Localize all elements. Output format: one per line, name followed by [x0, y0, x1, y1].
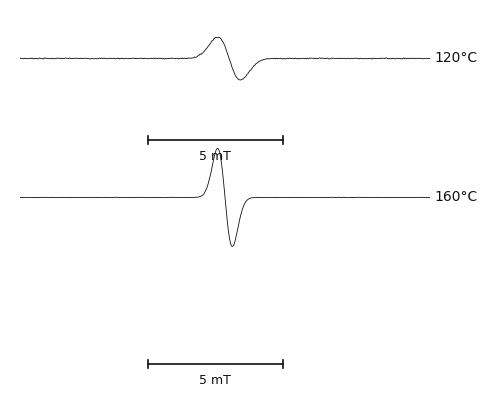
Text: 120°C: 120°C — [434, 52, 477, 65]
Text: 5 mT: 5 mT — [199, 374, 231, 387]
Text: 160°C: 160°C — [434, 191, 478, 204]
Text: 5 mT: 5 mT — [199, 150, 231, 163]
